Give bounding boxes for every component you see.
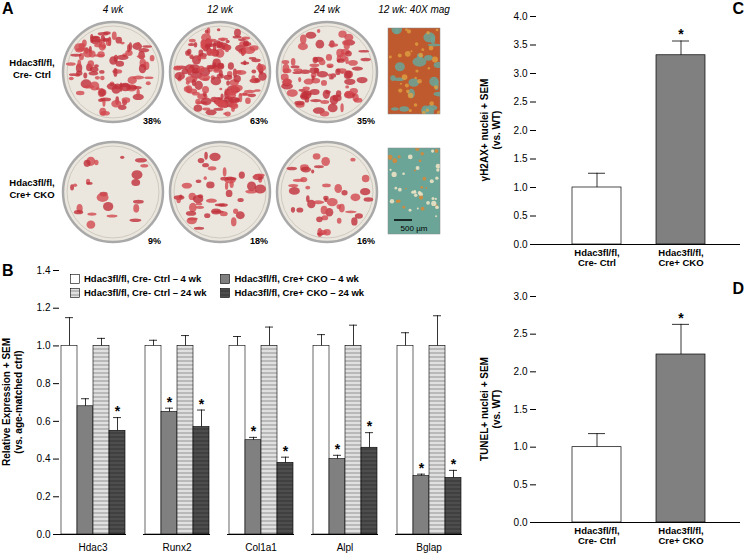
svg-text:*: * <box>335 441 341 457</box>
svg-text:4.0: 4.0 <box>514 11 528 22</box>
html-text:Hdac3fl/fl, Cre- Ctrl – 4 wk: Hdac3fl/fl, Cre- Ctrl – 4 wk <box>84 273 202 284</box>
svg-text:0.6: 0.6 <box>37 416 51 427</box>
svg-text:2.0: 2.0 <box>514 366 528 377</box>
html-text:D: D <box>732 280 744 297</box>
html-text:Hdac3fl/fl, Cre- Ctrl – 24 wk: Hdac3fl/fl, Cre- Ctrl – 24 wk <box>84 287 207 298</box>
svg-text:4 wk: 4 wk <box>103 4 125 15</box>
svg-text:18%: 18% <box>250 236 268 246</box>
svg-text:Col1a1: Col1a1 <box>245 542 277 553</box>
svg-text:0.5: 0.5 <box>514 210 528 221</box>
svg-text:Hdac3fl/fl,Cre+ CKO: Hdac3fl/fl,Cre+ CKO <box>9 177 54 200</box>
svg-text:1.0: 1.0 <box>37 340 51 351</box>
svg-text:24 wk: 24 wk <box>313 4 341 15</box>
svg-text:*: * <box>367 418 373 434</box>
svg-text:16%: 16% <box>357 236 375 246</box>
svg-text:0.5: 0.5 <box>514 479 528 490</box>
html-text:Hdac3fl/fl, Cre+ CKO – 4 wk: Hdac3fl/fl, Cre+ CKO – 4 wk <box>234 273 359 284</box>
svg-text:0.2: 0.2 <box>37 491 51 502</box>
svg-text:12 wk: 40X mag: 12 wk: 40X mag <box>378 4 450 15</box>
svg-text:Runx2: Runx2 <box>163 542 192 553</box>
svg-text:Hdac3fl/fl,Cre- Ctrl: Hdac3fl/fl,Cre- Ctrl <box>9 57 54 80</box>
svg-text:*: * <box>419 460 425 476</box>
svg-text:*: * <box>251 423 257 439</box>
svg-text:*: * <box>199 396 205 412</box>
svg-text:*: * <box>283 443 289 459</box>
svg-text:*: * <box>678 310 684 326</box>
svg-text:1.4: 1.4 <box>37 265 51 276</box>
svg-text:1.5: 1.5 <box>514 153 528 164</box>
svg-text:Hdac3fl/fl,Cre- Ctrl: Hdac3fl/fl,Cre- Ctrl <box>574 525 619 546</box>
svg-text:Bglap: Bglap <box>416 542 442 553</box>
svg-text:0.0: 0.0 <box>514 517 528 528</box>
svg-text:3.0: 3.0 <box>514 291 528 302</box>
svg-text:Alpl: Alpl <box>337 542 354 553</box>
svg-text:0.4: 0.4 <box>37 453 51 464</box>
svg-text:3.5: 3.5 <box>514 39 528 50</box>
svg-text:63%: 63% <box>250 116 268 126</box>
svg-text:Hdac3fl/fl,Cre+ CKO: Hdac3fl/fl,Cre+ CKO <box>658 247 703 268</box>
svg-text:500 µm: 500 µm <box>401 224 428 233</box>
svg-text:0.0: 0.0 <box>514 239 528 250</box>
svg-text:Hdac3: Hdac3 <box>79 542 108 553</box>
svg-text:9%: 9% <box>148 236 161 246</box>
svg-text:Hdac3fl/fl,Cre- Ctrl: Hdac3fl/fl,Cre- Ctrl <box>574 247 619 268</box>
svg-text:0.0: 0.0 <box>37 529 51 540</box>
svg-text:3.0: 3.0 <box>514 68 528 79</box>
html-text:C: C <box>732 0 744 17</box>
svg-text:12 wk: 12 wk <box>207 4 234 15</box>
svg-text:38%: 38% <box>143 116 161 126</box>
html-text:γH2AX+ nuclei + SEM (vs. WT): γH2AX+ nuclei + SEM (vs. WT) <box>479 78 502 182</box>
svg-text:2.0: 2.0 <box>514 125 528 136</box>
svg-text:Hdac3fl/fl,Cre+ CKO: Hdac3fl/fl,Cre+ CKO <box>658 525 703 546</box>
html-text:TUNEL+ nuclei + SEM (vs. WT): TUNEL+ nuclei + SEM (vs. WT) <box>479 357 502 461</box>
svg-text:*: * <box>678 26 684 42</box>
html-text:B: B <box>2 262 14 279</box>
svg-text:2.5: 2.5 <box>514 328 528 339</box>
svg-text:35%: 35% <box>357 116 375 126</box>
svg-text:*: * <box>167 394 173 410</box>
svg-text:1.0: 1.0 <box>514 182 528 193</box>
html-text:A: A <box>2 0 14 17</box>
svg-text:0.8: 0.8 <box>37 378 51 389</box>
svg-text:1.0: 1.0 <box>514 441 528 452</box>
html-text:Relative Expression + SEM (vs.: Relative Expression + SEM (vs. age-match… <box>1 337 24 467</box>
svg-text:1.5: 1.5 <box>514 404 528 415</box>
svg-text:1.2: 1.2 <box>37 302 51 313</box>
svg-text:*: * <box>451 456 457 472</box>
html-text:Hdac3fl/fl, Cre+ CKO – 24 wk: Hdac3fl/fl, Cre+ CKO – 24 wk <box>234 287 365 298</box>
svg-text:2.5: 2.5 <box>514 96 528 107</box>
svg-text:*: * <box>115 403 121 419</box>
